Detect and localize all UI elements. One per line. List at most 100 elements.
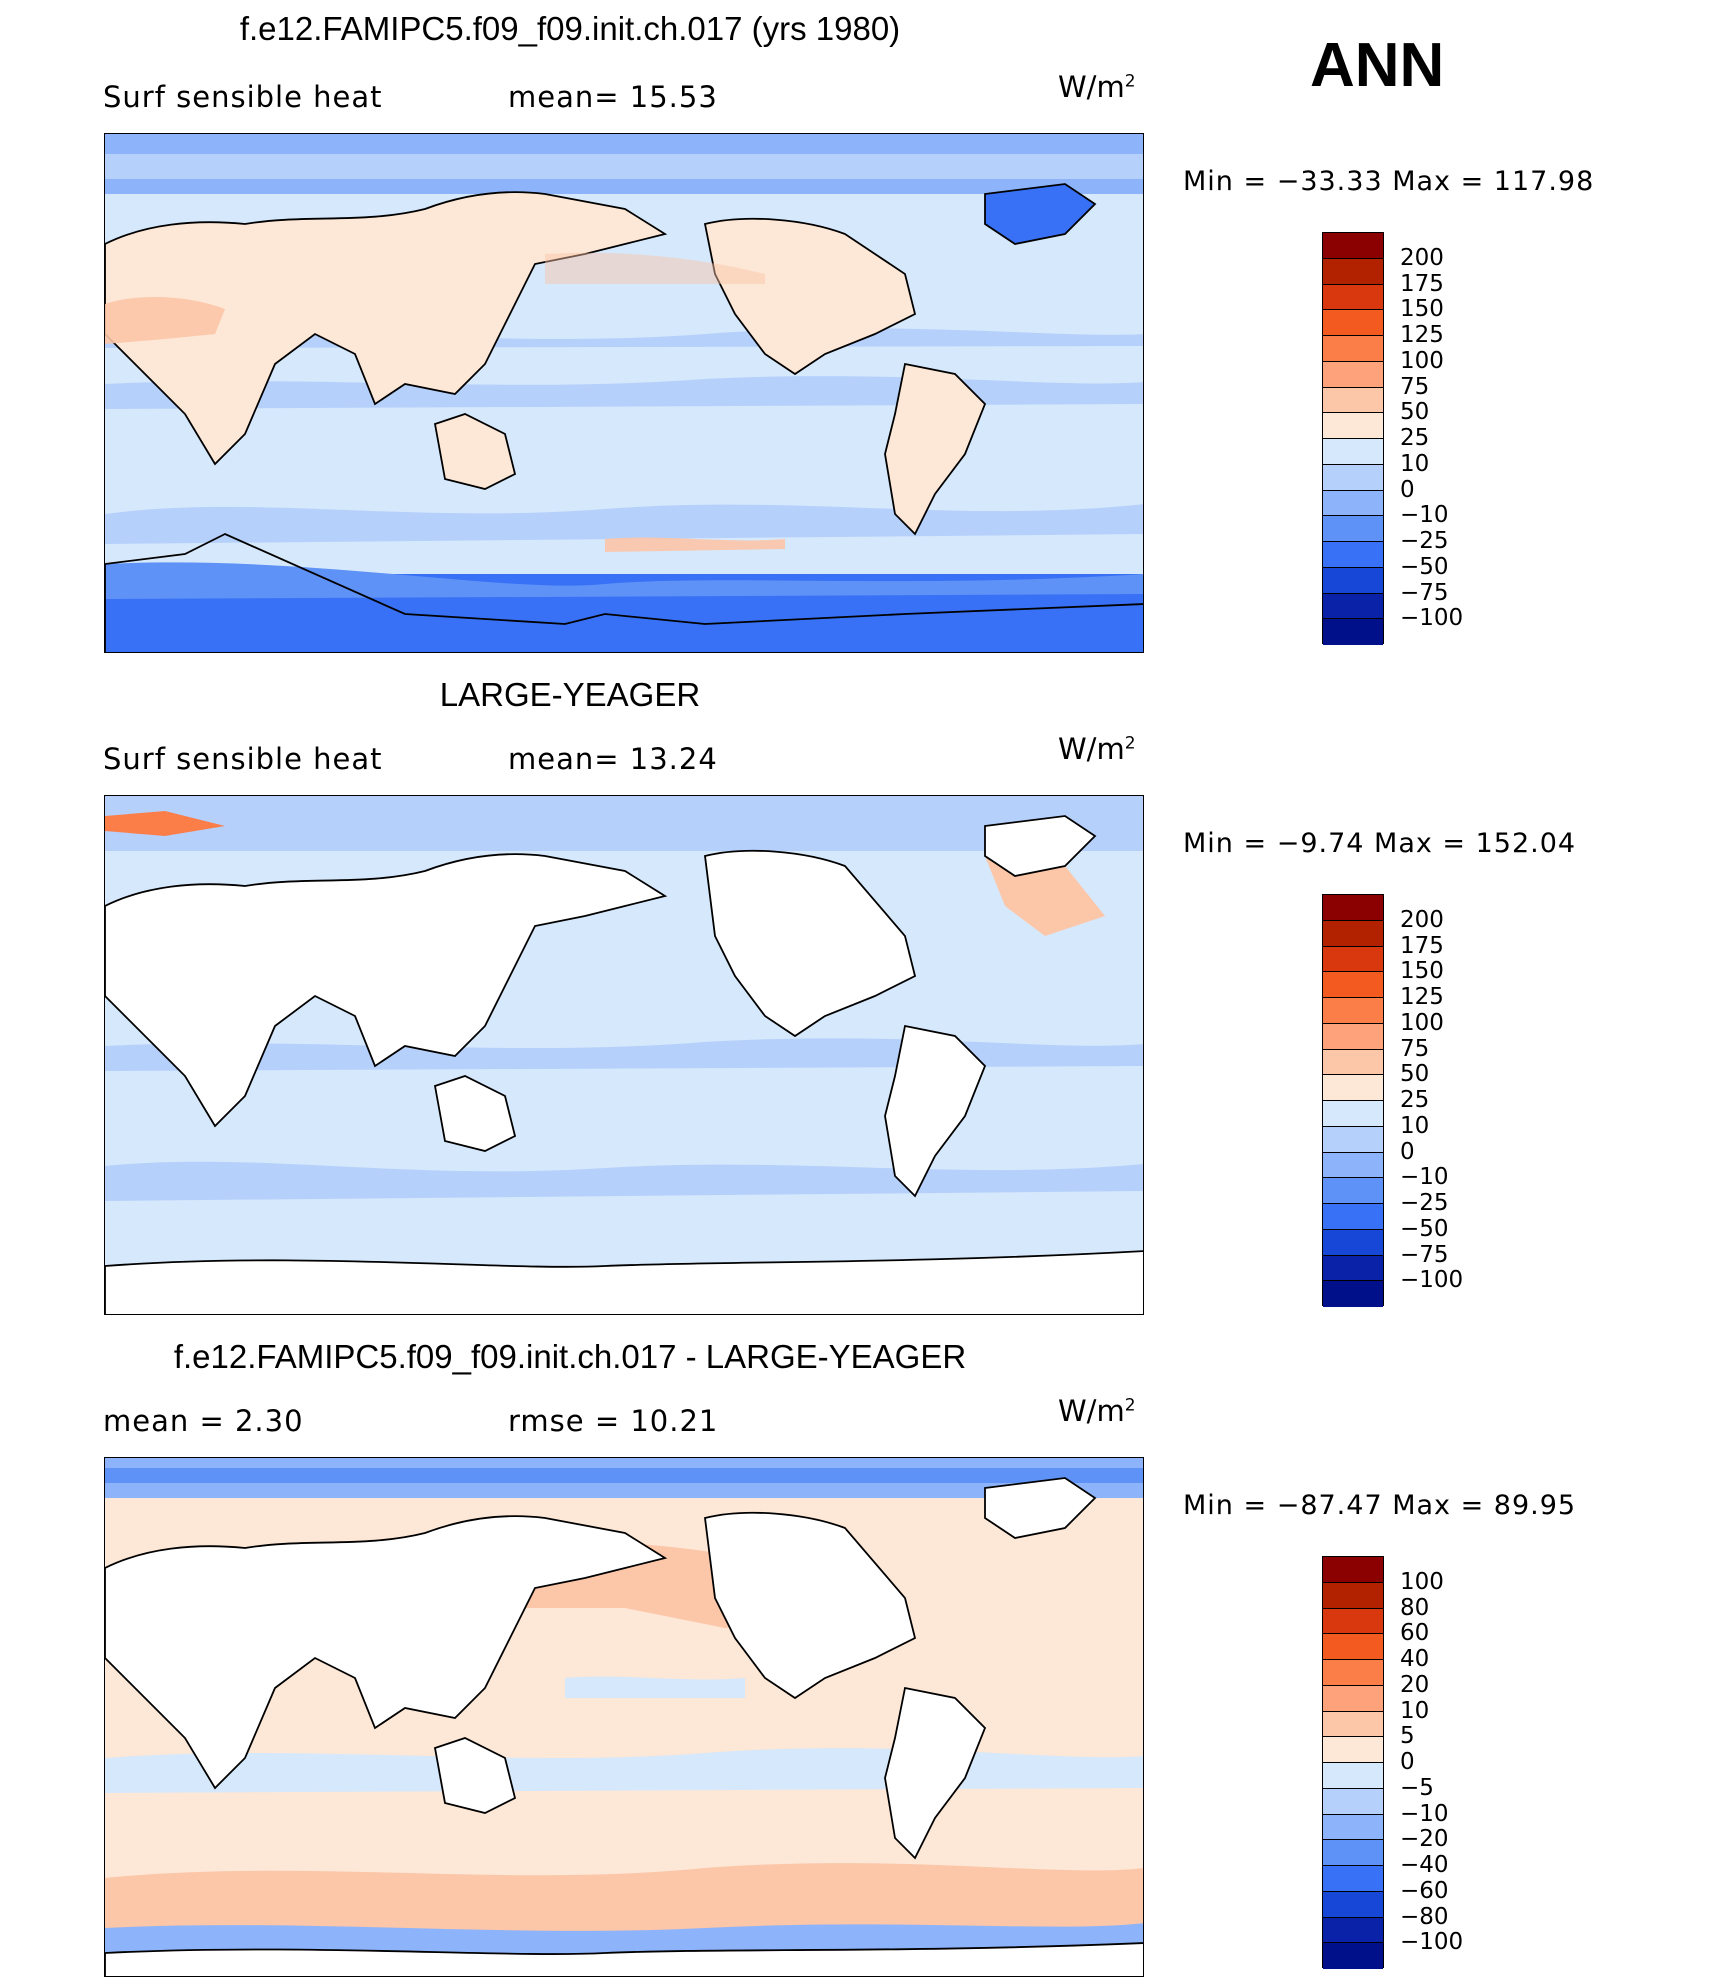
colorbar-swatch bbox=[1323, 464, 1383, 491]
colorbar-label: 40 bbox=[1400, 1646, 1430, 1672]
colorbar-swatch bbox=[1323, 1608, 1383, 1635]
panel1-title: f.e12.FAMIPC5.f09_f09.init.ch.017 (yrs 1… bbox=[239, 10, 901, 47]
panel2-map bbox=[104, 795, 1144, 1315]
season-label: ANN bbox=[1310, 31, 1445, 100]
panel2-units: W/m2 bbox=[1058, 732, 1136, 766]
colorbar-swatch bbox=[1323, 972, 1383, 998]
colorbar-label: 100 bbox=[1400, 1010, 1444, 1036]
colorbar-swatch bbox=[1323, 490, 1383, 517]
panel1-land bbox=[105, 183, 1143, 652]
panel3-colorbar bbox=[1322, 1556, 1384, 1969]
colorbar-swatch bbox=[1323, 1763, 1383, 1789]
colorbar-label: −75 bbox=[1400, 580, 1449, 606]
colorbar-swatch bbox=[1323, 258, 1383, 285]
colorbar-label: 175 bbox=[1400, 933, 1444, 959]
colorbar-label: −25 bbox=[1400, 528, 1449, 554]
colorbar-swatch bbox=[1323, 1660, 1383, 1686]
colorbar-swatch bbox=[1323, 1737, 1383, 1763]
colorbar-swatch bbox=[1323, 1229, 1383, 1256]
panel3-map bbox=[104, 1457, 1144, 1977]
colorbar-swatch bbox=[1323, 1557, 1383, 1583]
colorbar-swatch bbox=[1323, 542, 1383, 568]
colorbar-swatch bbox=[1323, 1943, 1383, 1969]
colorbar-label: 75 bbox=[1400, 1036, 1430, 1062]
panel2-title: LARGE-YEAGER bbox=[439, 676, 701, 713]
colorbar-label: −100 bbox=[1400, 605, 1464, 631]
panel1-right-label: mean= 15.53 bbox=[508, 80, 718, 114]
colorbar-swatch bbox=[1323, 1917, 1383, 1944]
colorbar-swatch bbox=[1323, 895, 1383, 921]
colorbar-swatch bbox=[1323, 1101, 1383, 1127]
panel2-colorbar bbox=[1322, 894, 1384, 1307]
colorbar-label: −50 bbox=[1400, 1216, 1449, 1242]
panel2-left-label: Surf sensible heat bbox=[103, 742, 383, 776]
colorbar-swatch bbox=[1323, 1814, 1383, 1841]
colorbar-label: −20 bbox=[1400, 1826, 1449, 1852]
colorbar-label: 20 bbox=[1400, 1672, 1430, 1698]
panel3-title: f.e12.FAMIPC5.f09_f09.init.ch.017 - LARG… bbox=[173, 1338, 967, 1375]
colorbar-swatch bbox=[1323, 1788, 1383, 1815]
panel3-left-label: mean = 2.30 bbox=[103, 1404, 304, 1438]
colorbar-label: 150 bbox=[1400, 958, 1444, 984]
colorbar-label: −5 bbox=[1400, 1775, 1434, 1801]
panel1-colorbar bbox=[1322, 232, 1384, 645]
colorbar-swatch bbox=[1323, 1281, 1383, 1307]
colorbar-label: 100 bbox=[1400, 1569, 1444, 1595]
colorbar-swatch bbox=[1323, 1178, 1383, 1204]
panel1-left-label: Surf sensible heat bbox=[103, 80, 383, 114]
colorbar-swatch bbox=[1323, 1255, 1383, 1282]
colorbar-swatch bbox=[1323, 1582, 1383, 1609]
colorbar-swatch bbox=[1323, 567, 1383, 594]
colorbar-swatch bbox=[1323, 946, 1383, 973]
colorbar-label: −10 bbox=[1400, 1164, 1449, 1190]
colorbar-label: 10 bbox=[1400, 1698, 1430, 1724]
colorbar-swatch bbox=[1323, 1023, 1383, 1050]
colorbar-label: 25 bbox=[1400, 425, 1430, 451]
colorbar-label: −10 bbox=[1400, 1801, 1449, 1827]
panel1-minmax: Min = −33.33 Max = 117.98 bbox=[1183, 166, 1595, 197]
colorbar-swatch bbox=[1323, 1840, 1383, 1866]
colorbar-swatch bbox=[1323, 1049, 1383, 1076]
colorbar-swatch bbox=[1323, 439, 1383, 465]
colorbar-label: −50 bbox=[1400, 554, 1449, 580]
panel3-minmax: Min = −87.47 Max = 89.95 bbox=[1183, 1490, 1577, 1521]
colorbar-swatch bbox=[1323, 1685, 1383, 1712]
colorbar-label: −60 bbox=[1400, 1878, 1449, 1904]
colorbar-swatch bbox=[1323, 1075, 1383, 1101]
colorbar-label: 150 bbox=[1400, 296, 1444, 322]
colorbar-label: 60 bbox=[1400, 1620, 1430, 1646]
colorbar-label: 0 bbox=[1400, 1749, 1415, 1775]
colorbar-swatch bbox=[1323, 413, 1383, 439]
colorbar-label: 50 bbox=[1400, 1061, 1430, 1087]
colorbar-label: 175 bbox=[1400, 271, 1444, 297]
colorbar-label: 5 bbox=[1400, 1723, 1415, 1749]
colorbar-label: 125 bbox=[1400, 322, 1444, 348]
colorbar-label: 25 bbox=[1400, 1087, 1430, 1113]
colorbar-swatch bbox=[1323, 387, 1383, 414]
panel2-right-label: mean= 13.24 bbox=[508, 742, 718, 776]
colorbar-swatch bbox=[1323, 593, 1383, 620]
colorbar-label: −75 bbox=[1400, 1242, 1449, 1268]
colorbar-swatch bbox=[1323, 920, 1383, 947]
colorbar-label: 80 bbox=[1400, 1595, 1430, 1621]
colorbar-label: −80 bbox=[1400, 1904, 1449, 1930]
colorbar-swatch bbox=[1323, 1866, 1383, 1892]
colorbar-label: 125 bbox=[1400, 984, 1444, 1010]
panel2-minmax: Min = −9.74 Max = 152.04 bbox=[1183, 828, 1577, 859]
panel1-map-svg bbox=[105, 134, 1143, 652]
colorbar-swatch bbox=[1323, 336, 1383, 362]
colorbar-label: 10 bbox=[1400, 451, 1430, 477]
panel2-land bbox=[105, 815, 1143, 1314]
colorbar-label: 50 bbox=[1400, 399, 1430, 425]
panel1-map bbox=[104, 133, 1144, 653]
colorbar-swatch bbox=[1323, 1634, 1383, 1660]
colorbar-swatch bbox=[1323, 361, 1383, 388]
colorbar-label: 200 bbox=[1400, 907, 1444, 933]
colorbar-swatch bbox=[1323, 619, 1383, 645]
colorbar-label: −25 bbox=[1400, 1190, 1449, 1216]
colorbar-label: 100 bbox=[1400, 348, 1444, 374]
panel3-units: W/m2 bbox=[1058, 1394, 1136, 1428]
colorbar-label: −100 bbox=[1400, 1929, 1464, 1955]
colorbar-swatch bbox=[1323, 1891, 1383, 1918]
colorbar-label: −100 bbox=[1400, 1267, 1464, 1293]
